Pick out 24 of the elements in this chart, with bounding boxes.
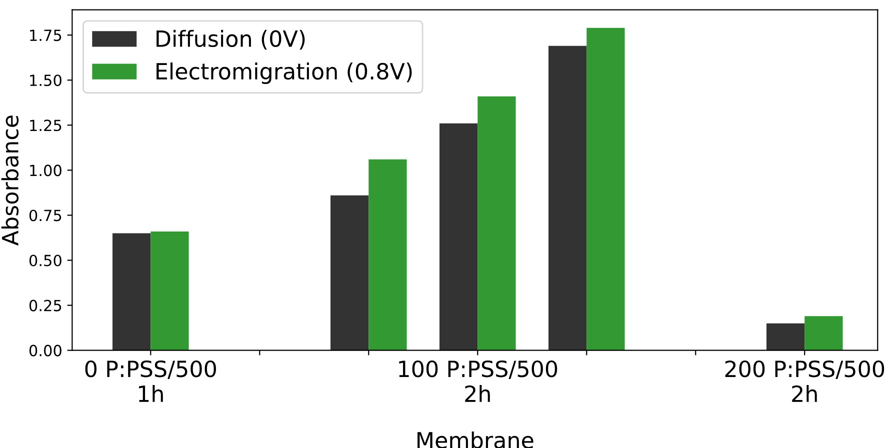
bar <box>112 233 151 350</box>
bar <box>766 323 805 350</box>
bar <box>804 316 843 350</box>
y-tick-label: 0.75 <box>29 210 62 222</box>
x-tick-label: 200 P:PSS/500 2h <box>725 360 884 402</box>
y-tick-label: 1.25 <box>30 120 62 132</box>
bar <box>150 231 189 350</box>
bar <box>478 96 516 350</box>
bar <box>548 46 587 350</box>
bar <box>330 195 369 350</box>
y-axis-title: Absorbance <box>1 116 19 246</box>
legend-label: Diffusion (0V) <box>156 30 305 50</box>
y-tick-label: 1.75 <box>30 30 62 42</box>
y-tick-label: 0.50 <box>29 254 62 266</box>
y-tick-label: 0.00 <box>29 344 62 356</box>
y-tick-label: 0.25 <box>29 300 62 312</box>
bar <box>368 159 407 350</box>
y-tick-label: 1.50 <box>30 74 62 86</box>
bar <box>439 123 478 350</box>
x-tick-label: 0 P:PSS/500 1h <box>85 360 216 402</box>
bar <box>586 28 625 350</box>
x-tick-label: 100 P:PSS/500 2h <box>399 360 558 402</box>
y-tick-label: 1.00 <box>30 164 62 176</box>
legend-label: Electromigration (0.8V) <box>156 62 412 84</box>
